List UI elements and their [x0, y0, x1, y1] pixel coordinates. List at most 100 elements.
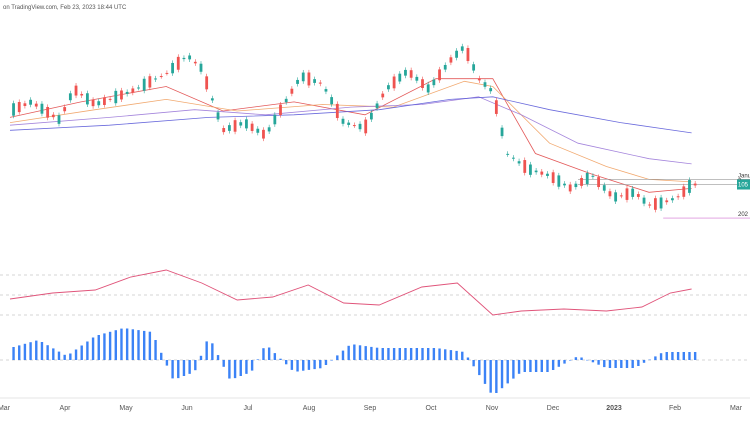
candle-body — [665, 200, 669, 203]
histogram-bar — [682, 352, 685, 360]
candle-body — [250, 123, 254, 131]
histogram-bar — [500, 360, 504, 389]
candle-body — [381, 93, 385, 98]
candle-body — [165, 72, 169, 74]
candle-body — [216, 112, 220, 120]
histogram-bar — [489, 360, 492, 393]
candle-body — [40, 103, 44, 114]
histogram-bar — [676, 352, 680, 360]
candle-body — [551, 172, 555, 183]
candle-body — [80, 93, 84, 96]
candle-body — [290, 88, 294, 94]
histogram-bar — [40, 342, 44, 360]
candle-body — [455, 50, 458, 58]
candle-body — [398, 73, 402, 82]
candle-body — [279, 104, 282, 116]
candle-body — [324, 89, 328, 92]
candle-body — [46, 106, 50, 118]
candle-body — [540, 171, 544, 175]
candle-body — [642, 197, 646, 204]
candle-body — [233, 120, 237, 132]
candle-body — [188, 55, 192, 60]
histogram-bar — [273, 353, 277, 360]
rsi-line — [9, 269, 692, 316]
histogram-bar — [199, 355, 203, 360]
candle-body — [120, 90, 123, 100]
histogram-bar — [228, 360, 231, 379]
histogram-bar — [495, 360, 498, 393]
candle-body — [34, 103, 38, 107]
candle-body — [580, 178, 583, 186]
histogram-bar — [625, 360, 629, 368]
histogram-bar — [233, 360, 237, 379]
candle-body — [142, 78, 146, 91]
histogram-bar — [387, 348, 390, 360]
histogram-bar — [574, 357, 578, 360]
candle-body — [614, 192, 618, 202]
x-tick-label: Mar — [0, 405, 11, 412]
histogram-bar — [375, 347, 379, 360]
last-price-badge — [737, 179, 750, 190]
histogram-bar — [46, 345, 49, 360]
candle-body — [114, 90, 118, 104]
x-tick-label: Jul — [244, 405, 253, 412]
candle-body — [653, 198, 657, 210]
histogram-bar — [57, 351, 61, 360]
candle-body — [74, 85, 78, 96]
candle-body — [227, 125, 231, 131]
histogram-bar — [35, 340, 38, 360]
histogram-bar — [18, 345, 21, 360]
histogram-bar — [603, 360, 606, 368]
histogram-bar — [296, 360, 299, 372]
candle-body — [63, 107, 67, 112]
histogram-bar — [250, 360, 254, 371]
histogram-bar — [586, 359, 589, 361]
moving-average-line-2 — [9, 80, 692, 183]
histogram-bar — [534, 360, 538, 372]
candle-body — [392, 76, 396, 89]
histogram-bar — [665, 352, 668, 360]
histogram-bar — [409, 348, 413, 360]
candle-body — [17, 102, 21, 113]
candle-body — [523, 160, 527, 173]
histogram-bar — [205, 341, 208, 360]
histogram-bar — [449, 350, 453, 360]
candle-body — [199, 63, 203, 72]
candle-body — [91, 99, 95, 107]
candle-body — [176, 56, 180, 70]
candle-body — [494, 100, 498, 114]
histogram-bar — [86, 341, 89, 360]
candle-body — [460, 46, 464, 51]
candle-body — [335, 103, 339, 119]
histogram-bar — [12, 347, 15, 360]
candle-body — [466, 48, 470, 62]
histogram-bar — [160, 352, 163, 360]
histogram-bar — [302, 360, 305, 371]
candle-body — [676, 196, 680, 198]
candle-body — [426, 84, 430, 93]
candle-body — [125, 91, 129, 94]
candle-body — [477, 78, 481, 81]
candle-body — [688, 180, 691, 193]
candle-body — [330, 97, 334, 105]
histogram-bar — [392, 348, 396, 360]
x-tick-label: Sep — [364, 405, 377, 412]
candle-body — [659, 197, 663, 209]
histogram-bar — [74, 349, 78, 360]
histogram-bar — [568, 360, 572, 361]
histogram-bar — [648, 359, 651, 361]
level-label-3: 202 — [738, 212, 749, 218]
histogram-bar — [370, 346, 373, 360]
candle-body — [387, 85, 390, 90]
histogram-bar — [642, 360, 646, 363]
candle-body — [341, 118, 345, 124]
histogram-bar — [171, 360, 174, 379]
histogram-bar — [336, 355, 339, 360]
histogram-bar — [415, 348, 419, 360]
candle-body — [568, 184, 572, 192]
histogram-bar — [472, 360, 475, 367]
candle-body — [438, 69, 441, 81]
histogram-bar — [620, 360, 623, 368]
histogram-bar — [426, 348, 430, 360]
candle-body — [51, 114, 55, 118]
